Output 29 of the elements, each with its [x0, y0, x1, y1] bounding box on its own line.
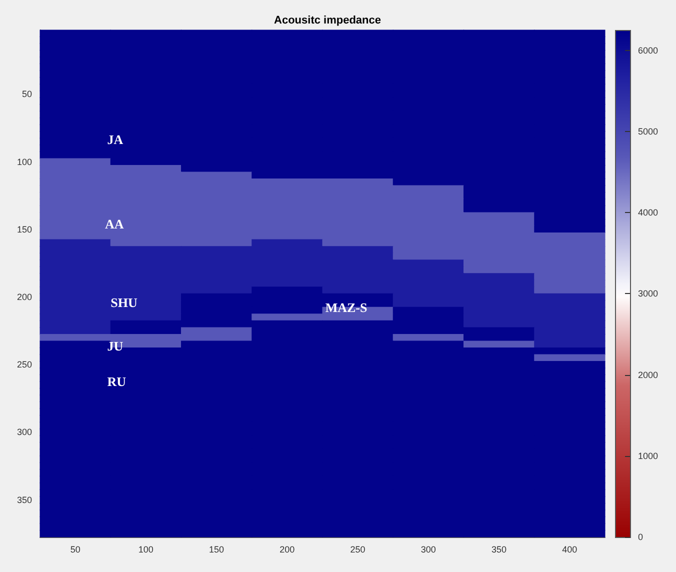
y-tick-label: 300: [16, 427, 32, 438]
color-bar-label: 5000: [638, 126, 658, 136]
y-tick-label: 150: [16, 224, 32, 234]
annotation: MAZ-S: [325, 300, 368, 316]
x-tick-label: 300: [420, 544, 436, 554]
y-tick-label: 100: [16, 156, 32, 167]
x-tick-label: 200: [280, 544, 295, 554]
y-tick-label: 200: [16, 292, 32, 302]
y-tick-label: 350: [16, 494, 32, 505]
color-bar-label: 1000: [638, 450, 658, 461]
annotation: SHU: [110, 295, 138, 310]
annotation: JU: [107, 338, 124, 354]
annotation: JA: [107, 132, 124, 147]
y-tick-label: 50: [22, 89, 32, 100]
y-tick-label: 250: [16, 360, 32, 370]
x-tick-label: 250: [350, 544, 366, 554]
color-bar-label: 6000: [638, 45, 658, 56]
chart-title: Acousitc impedance: [274, 14, 381, 26]
x-tick-label: 100: [138, 544, 154, 554]
annotation: AA: [104, 216, 124, 232]
color-bar-label: 3000: [638, 288, 658, 299]
x-tick-label: 50: [70, 544, 80, 554]
x-tick-label: 400: [562, 544, 578, 554]
color-bar-label: 0: [638, 532, 644, 542]
annotation: RU: [107, 374, 127, 389]
color-bar-label: 2000: [638, 370, 658, 380]
x-tick-label: 150: [209, 544, 224, 554]
color-bar-label: 4000: [638, 208, 658, 218]
x-tick-label: 350: [492, 544, 507, 554]
